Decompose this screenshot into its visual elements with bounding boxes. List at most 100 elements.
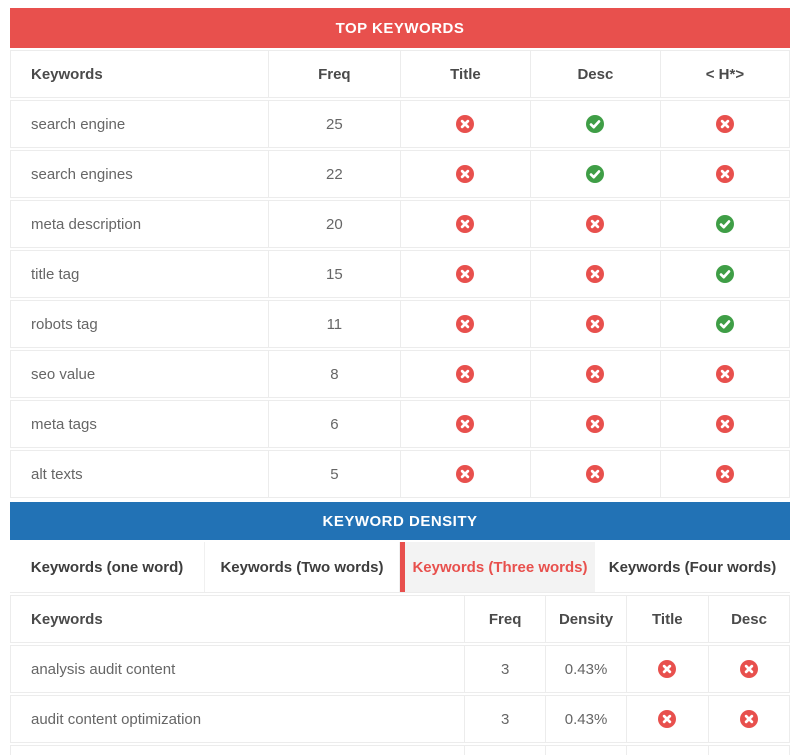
keyword-cell: analysis audit content [31,660,176,678]
status-cell [399,451,530,497]
top-keywords-table: Keywords Freq Title Desc < H*> search engine 2… [10,50,790,498]
status-cell [529,101,660,147]
status-cell [659,401,789,447]
column-header: < H*> [659,51,789,97]
status-cell [659,201,789,247]
cross-icon [456,415,475,433]
cross-icon [456,165,475,183]
value-cell: 20 [267,201,400,247]
keyword-cell: seo value [31,365,96,383]
value-cell: 6 [267,401,400,447]
cross-icon [456,115,475,133]
value-cell: 0.43% [545,696,625,742]
table-row: search engines 22 [10,150,790,198]
top-keywords-title-bar: TOP KEYWORDS [10,8,790,48]
cross-icon [456,315,475,333]
tab-keywords-two-word[interactable]: Keywords (Two words) [205,542,400,592]
status-cell [659,251,789,297]
status-cell [399,351,530,397]
cross-icon [715,415,734,433]
status-cell [659,301,789,347]
status-cell [529,401,660,447]
column-header: Freq [463,596,546,642]
cross-icon [658,660,677,678]
value-cell: 3 [463,696,546,742]
value-cell: 25 [267,101,400,147]
table-header-row: Keywords Freq Density Title Desc [10,595,790,643]
status-cell [399,251,530,297]
column-header: Freq [267,51,400,97]
value-cell: 22 [267,151,400,197]
tab-keywords-one-word[interactable]: Keywords (one word) [10,542,205,592]
table-row: robots tag 11 [10,300,790,348]
empty-cell [11,746,464,755]
empty-cell [625,746,708,755]
value-cell: 3 [463,646,546,692]
status-cell [708,696,789,742]
tab-keywords-three-word[interactable]: Keywords (Three words) [400,542,595,592]
table-row: meta tags 6 [10,400,790,448]
cross-icon [715,365,734,383]
status-cell [659,351,789,397]
tab-keywords-four-word[interactable]: Keywords (Four words) [595,542,790,592]
column-header: Keywords [31,65,103,83]
cross-icon [715,465,734,483]
status-cell [708,646,789,692]
status-cell [529,251,660,297]
status-cell [529,301,660,347]
status-cell [625,646,708,692]
table-row: analysis audit content 3 0.43% [10,645,790,693]
status-cell [399,151,530,197]
table-row: seo value 8 [10,350,790,398]
check-icon [715,315,734,333]
keyword-cell: search engines [31,165,133,183]
cross-icon [586,415,605,433]
cross-icon [456,365,475,383]
status-cell [529,351,660,397]
table-row: search engine 25 [10,100,790,148]
cross-icon [586,465,605,483]
keyword-density-section: KEYWORD DENSITY Keywords (one word) Keywo… [10,502,790,755]
column-header: Keywords [31,610,103,628]
value-cell: 15 [267,251,400,297]
keyword-density-title-bar: KEYWORD DENSITY [10,502,790,540]
cross-icon [715,165,734,183]
keyword-cell: meta tags [31,415,97,433]
status-cell [625,696,708,742]
top-keywords-section: TOP KEYWORDS Keywords Freq Title Desc < H*> s… [10,8,790,498]
keyword-cell: alt texts [31,465,83,483]
keyword-density-table: Keywords Freq Density Title Desc analysis aud… [10,595,790,755]
column-header: Title [625,596,708,642]
value-cell: 0.43% [545,646,625,692]
column-header: Desc [529,51,660,97]
cross-icon [456,465,475,483]
keyword-cell: audit content optimization [31,710,202,728]
cross-icon [715,115,734,133]
status-cell [529,201,660,247]
cross-icon [740,660,758,678]
cross-icon [456,265,475,283]
cross-icon [586,365,605,383]
empty-cell [708,746,789,755]
status-cell [659,151,789,197]
cross-icon [586,265,605,283]
status-cell [399,201,530,247]
cross-icon [456,215,475,233]
status-cell [399,101,530,147]
status-cell [399,401,530,447]
keyword-cell: meta description [31,215,142,233]
check-icon [586,115,605,133]
keyword-density-tabs: Keywords (one word) Keywords (Two words) K… [10,542,790,593]
empty-cell [545,746,625,755]
value-cell: 11 [267,301,400,347]
value-cell: 5 [267,451,400,497]
keyword-cell: robots tag [31,315,98,333]
column-header: Title [399,51,530,97]
column-header: Density [545,596,625,642]
keyword-cell: title tag [31,265,80,283]
check-icon [586,165,605,183]
cross-icon [586,215,605,233]
status-cell [659,101,789,147]
table-row: alt texts 5 [10,450,790,498]
table-header-row: Keywords Freq Title Desc < H*> [10,50,790,98]
